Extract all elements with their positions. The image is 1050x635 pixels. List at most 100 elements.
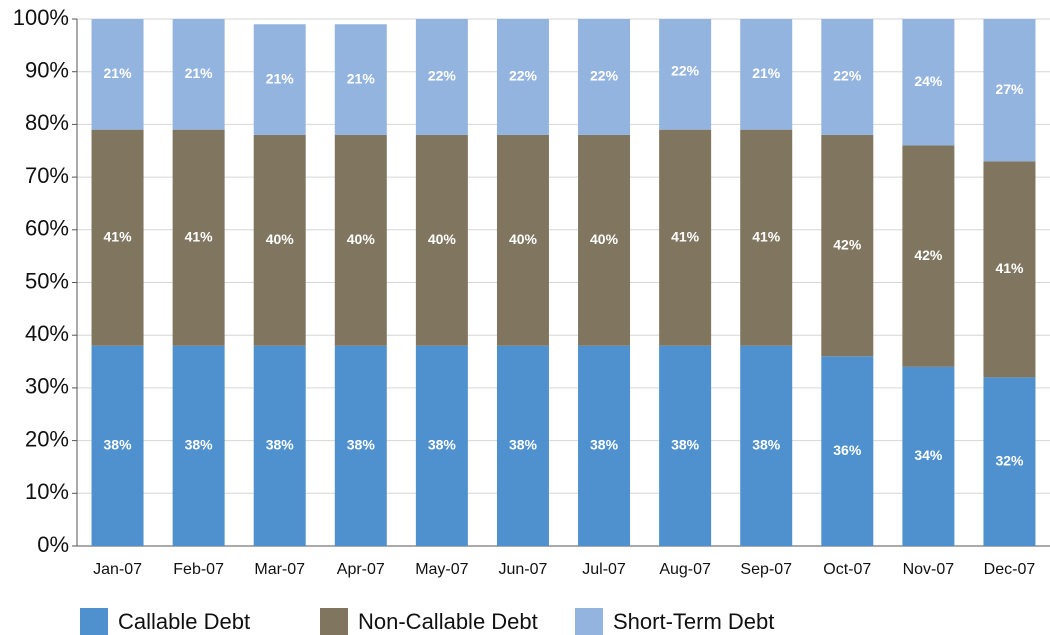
y-tick-label: 30% bbox=[25, 374, 69, 399]
bar-segment bbox=[496, 134, 549, 346]
value-label: 38% bbox=[752, 437, 781, 453]
bar-segment bbox=[334, 24, 387, 135]
value-label: 42% bbox=[833, 236, 862, 252]
value-label: 40% bbox=[266, 231, 295, 247]
value-label: 42% bbox=[914, 247, 943, 263]
value-label: 38% bbox=[590, 437, 619, 453]
value-label: 22% bbox=[671, 62, 700, 78]
bar-segment bbox=[740, 345, 793, 546]
bar-segment bbox=[253, 134, 306, 346]
value-label: 38% bbox=[104, 437, 133, 453]
value-label: 38% bbox=[266, 437, 295, 453]
value-label: 40% bbox=[347, 231, 376, 247]
x-tick-label: Oct-07 bbox=[823, 561, 871, 578]
bar-segment bbox=[91, 345, 144, 546]
y-tick-label: 60% bbox=[25, 216, 69, 241]
bar-segment bbox=[902, 145, 955, 367]
bar-segment bbox=[740, 129, 793, 346]
bar-segment bbox=[172, 345, 225, 546]
bar-segment bbox=[983, 19, 1036, 162]
y-tick-label: 20% bbox=[25, 426, 69, 451]
value-label: 24% bbox=[914, 73, 943, 89]
bar-segment bbox=[496, 345, 549, 546]
value-label: 41% bbox=[995, 260, 1024, 276]
bar-segment bbox=[659, 19, 712, 130]
value-label: 40% bbox=[509, 231, 538, 247]
value-label: 21% bbox=[266, 70, 295, 86]
bar-segment bbox=[334, 345, 387, 546]
bar-segment bbox=[496, 19, 549, 135]
value-label: 22% bbox=[590, 68, 619, 84]
bar-segment bbox=[415, 345, 468, 546]
value-label: 21% bbox=[104, 65, 133, 81]
bar-segment bbox=[659, 345, 712, 546]
bar-segment bbox=[91, 129, 144, 346]
y-tick-label: 40% bbox=[25, 321, 69, 346]
bar-segment bbox=[659, 129, 712, 346]
y-tick-label: 0% bbox=[37, 532, 69, 557]
x-tick-label: Aug-07 bbox=[659, 561, 711, 578]
bar-segment bbox=[902, 366, 955, 546]
legend-swatch bbox=[320, 608, 348, 635]
bar-segment bbox=[334, 134, 387, 346]
x-tick-label: Nov-07 bbox=[903, 561, 955, 578]
x-tick-label: Feb-07 bbox=[173, 561, 224, 578]
value-label: 36% bbox=[833, 442, 862, 458]
value-label: 22% bbox=[428, 68, 457, 84]
bar-segment bbox=[415, 134, 468, 346]
bar-segment bbox=[983, 377, 1036, 546]
bar-segment bbox=[172, 129, 225, 346]
x-tick-label: May-07 bbox=[415, 561, 468, 578]
value-label: 41% bbox=[104, 228, 133, 244]
value-label: 38% bbox=[509, 437, 538, 453]
bar-segment bbox=[172, 19, 225, 130]
bar-segment bbox=[821, 134, 874, 357]
bar-segment bbox=[578, 345, 631, 546]
legend-label: Short-Term Debt bbox=[613, 609, 774, 634]
legend-swatch bbox=[575, 608, 603, 635]
value-label: 22% bbox=[509, 68, 538, 84]
legend-label: Callable Debt bbox=[118, 609, 250, 634]
value-label: 21% bbox=[347, 70, 376, 86]
x-tick-label: Dec-07 bbox=[984, 561, 1036, 578]
x-tick-label: Mar-07 bbox=[254, 561, 305, 578]
y-tick-label: 10% bbox=[25, 479, 69, 504]
bar-segment bbox=[91, 19, 144, 130]
value-label: 41% bbox=[752, 228, 781, 244]
value-label: 38% bbox=[185, 437, 214, 453]
bar-segment bbox=[740, 19, 793, 130]
bar-segment bbox=[821, 356, 874, 546]
x-tick-label: Jun-07 bbox=[498, 561, 547, 578]
value-label: 21% bbox=[185, 65, 214, 81]
value-label: 41% bbox=[185, 228, 214, 244]
bar-segment bbox=[578, 134, 631, 346]
y-tick-label: 80% bbox=[25, 110, 69, 135]
legend-label: Non-Callable Debt bbox=[358, 609, 538, 634]
x-tick-label: Sep-07 bbox=[740, 561, 792, 578]
bar-segment bbox=[415, 19, 468, 135]
value-label: 34% bbox=[914, 447, 943, 463]
y-tick-label: 90% bbox=[25, 58, 69, 83]
x-tick-label: Jul-07 bbox=[582, 561, 626, 578]
value-label: 27% bbox=[995, 81, 1024, 97]
value-label: 41% bbox=[671, 228, 700, 244]
value-label: 32% bbox=[995, 452, 1024, 468]
bar-segment bbox=[902, 19, 955, 146]
bar-segment bbox=[253, 24, 306, 135]
y-tick-label: 70% bbox=[25, 163, 69, 188]
legend-swatch bbox=[80, 608, 108, 635]
bar-segment bbox=[821, 19, 874, 135]
bar-segment bbox=[983, 161, 1036, 378]
x-tick-label: Jan-07 bbox=[93, 561, 142, 578]
value-label: 38% bbox=[671, 437, 700, 453]
value-label: 22% bbox=[833, 68, 862, 84]
value-label: 38% bbox=[428, 437, 457, 453]
bar-segment bbox=[578, 19, 631, 135]
y-tick-label: 50% bbox=[25, 268, 69, 293]
bar-segment bbox=[253, 345, 306, 546]
value-label: 38% bbox=[347, 437, 376, 453]
value-label: 21% bbox=[752, 65, 781, 81]
y-tick-label: 100% bbox=[13, 5, 69, 30]
